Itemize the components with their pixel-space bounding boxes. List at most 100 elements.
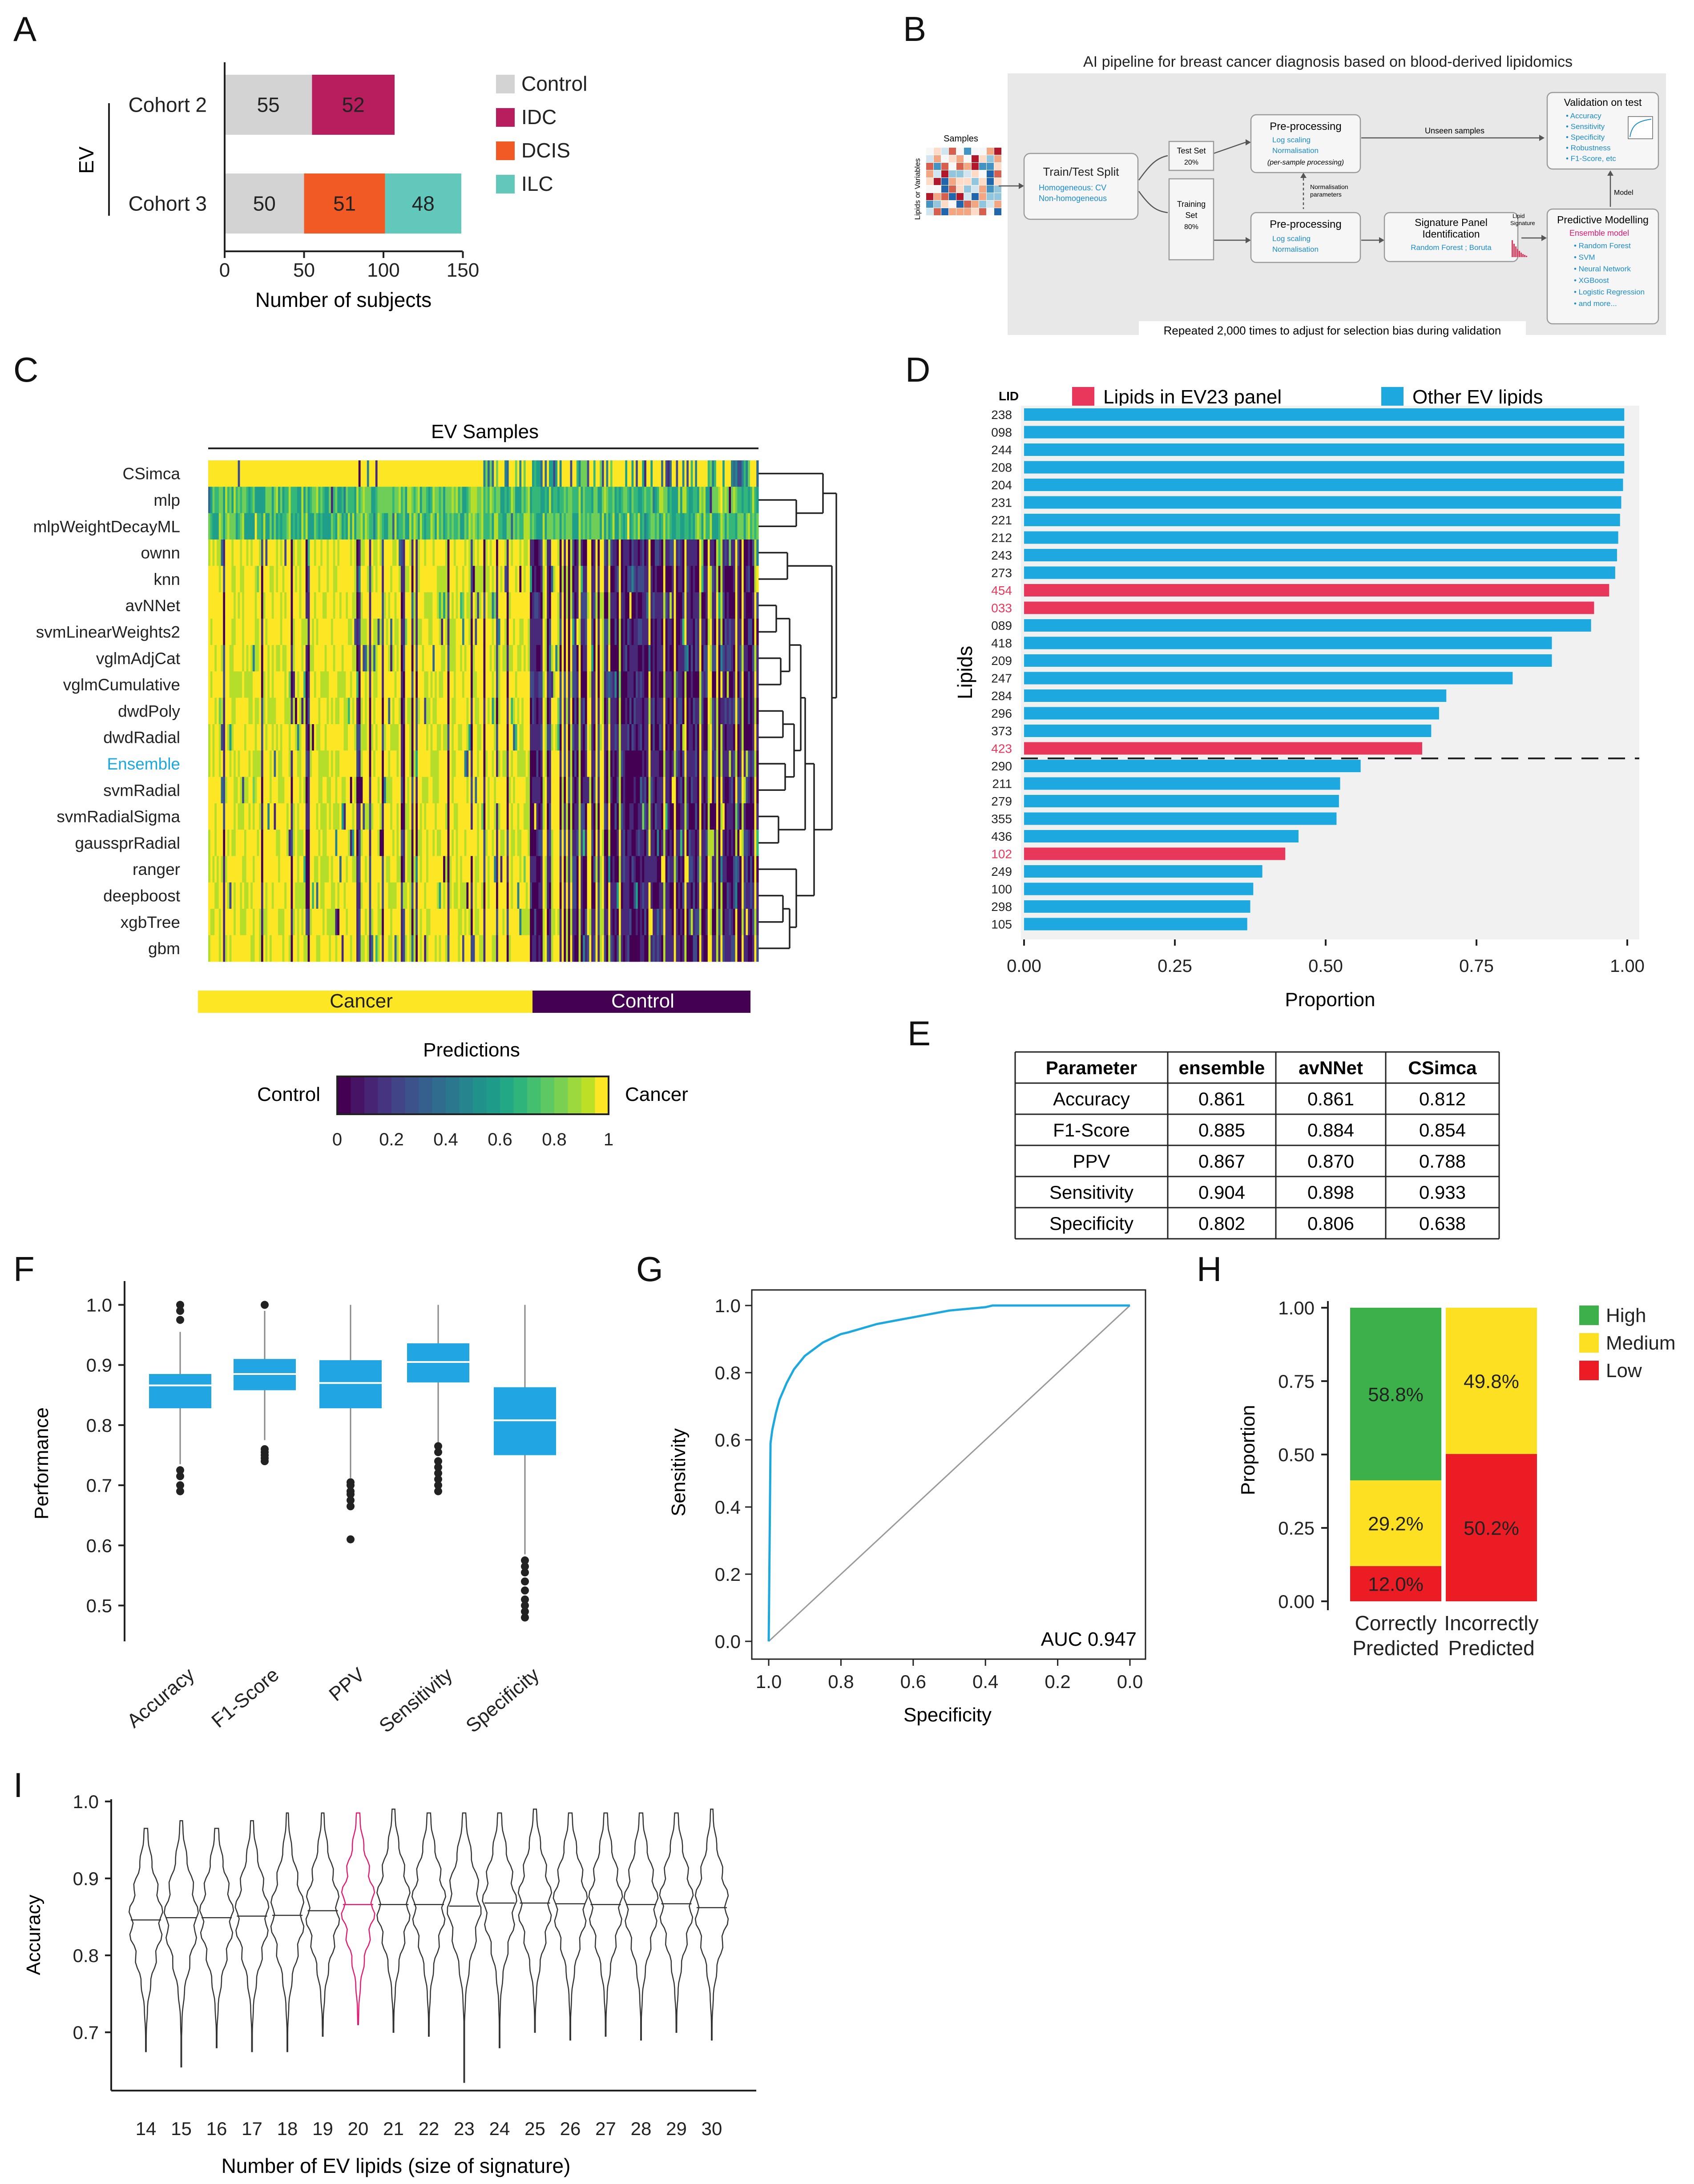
lipid-bar-204 — [1024, 479, 1623, 491]
lipid-bar-244 — [1024, 443, 1625, 456]
legend-label-idc: IDC — [521, 105, 557, 129]
panel-label-a: A — [13, 9, 36, 48]
outlier-point — [521, 1577, 529, 1586]
category-label: 18 — [277, 2118, 298, 2139]
violin-14 — [128, 1828, 164, 2052]
y-tick-label: 0.0 — [715, 1631, 741, 1652]
panel-d-xlabel: Proportion — [1285, 989, 1375, 1011]
y-tick-label: 0.75 — [1278, 1371, 1315, 1392]
x-tick-label: 0.50 — [1308, 956, 1343, 976]
table-cell: 0.867 — [1198, 1151, 1245, 1172]
outlier-point — [521, 1595, 529, 1604]
violin-20 — [341, 1812, 375, 2025]
box-specificity — [494, 1387, 556, 1455]
cohort-bar-value: 51 — [333, 192, 356, 215]
category-label: 19 — [312, 2118, 333, 2139]
panel-d-ylabel: Lipids — [953, 646, 976, 699]
violin-24 — [482, 1812, 517, 2048]
x-tick-label: 0.00 — [1007, 956, 1041, 976]
x-tick-label: 0.25 — [1158, 956, 1192, 976]
lipid-bar-033 — [1024, 601, 1594, 614]
category-label: 24 — [489, 2118, 510, 2139]
lipid-bar-273 — [1024, 566, 1615, 579]
model-label-dwdpoly: dwdPoly — [118, 702, 180, 720]
legend-swatch-other — [1381, 387, 1404, 406]
control-annotation-bar — [532, 991, 750, 1013]
table-cell: Specificity — [1049, 1213, 1133, 1234]
heatmap-axis-label: Lipids or Variables — [913, 158, 922, 220]
outlier-point — [176, 1307, 184, 1315]
panel-e-metrics-table: Parameter ensemble avNNet CSimca Accuracy 0.8… — [1014, 1051, 1500, 1240]
stacked-bar-medium — [1350, 1480, 1441, 1566]
violin-29 — [659, 1812, 694, 2033]
outlier-point — [347, 1487, 355, 1495]
panel-b-footer: Repeated 2,000 times to adjust for selec… — [1164, 324, 1501, 337]
lipid-bar-247 — [1024, 672, 1513, 685]
y-tick-label: 1.00 — [1278, 1298, 1315, 1318]
category-label: 15 — [171, 2118, 192, 2139]
x-tick-label: 0.0 — [1117, 1671, 1143, 1692]
model-label-csimca: CSimca — [122, 465, 180, 483]
cohort-bar-value: 50 — [253, 192, 276, 215]
violin-17 — [234, 1820, 270, 2052]
norm-params-2: parameters — [1310, 191, 1342, 198]
violin-21 — [376, 1809, 411, 2033]
signature-title-2: Identification — [1422, 228, 1480, 240]
model-item: • Logistic Regression — [1574, 288, 1645, 296]
panel-label-c: C — [13, 350, 38, 389]
split-item-2: Non-homogeneous — [1039, 194, 1107, 203]
cohort-bar-control — [225, 173, 304, 234]
lipid-id-label: 231 — [991, 496, 1012, 510]
box-accuracy — [149, 1374, 211, 1409]
y-tick-label: 0.25 — [1278, 1518, 1315, 1539]
chance-diagonal — [768, 1305, 1131, 1642]
lipid-id-label: 423 — [991, 742, 1012, 756]
lipid-id-label: 454 — [991, 584, 1012, 597]
violin-18 — [270, 1812, 305, 2052]
test-set-box — [1168, 141, 1214, 171]
colorbar-title: Predictions — [423, 1039, 520, 1061]
lipid-id-label: 209 — [991, 654, 1012, 668]
y-tick-label: 0.00 — [1278, 1591, 1315, 1612]
lipid-signature-mini-chart — [1512, 240, 1527, 257]
model-label-gbm: gbm — [148, 939, 180, 958]
lipid-bar-249 — [1024, 865, 1262, 878]
table-cell: 0.898 — [1307, 1182, 1354, 1203]
table-cell: Accuracy — [1053, 1088, 1130, 1109]
violin-30 — [694, 1809, 729, 2041]
table-cell: 0.870 — [1307, 1151, 1354, 1172]
y-tick-label: 1.0 — [86, 1295, 112, 1316]
control-bar-label: Control — [611, 990, 674, 1012]
cohort-bar-value: 48 — [412, 192, 435, 215]
table-header: ensemble — [1179, 1057, 1265, 1078]
lipid-id-label: 355 — [991, 812, 1012, 826]
lipid-bar-102 — [1024, 847, 1286, 860]
outlier-point — [434, 1457, 442, 1465]
category-label: Specificity — [462, 1664, 543, 1737]
category-label: 16 — [206, 2118, 227, 2139]
category-label: Incorrectly — [1444, 1612, 1538, 1635]
category-label: Predicted — [1448, 1636, 1534, 1660]
model-label-deepboost: deepboost — [103, 886, 181, 905]
legend-swatch-idc — [496, 108, 515, 127]
legend-swatch-control — [496, 75, 515, 93]
table-cell: Sensitivity — [1049, 1182, 1133, 1203]
lipid-id-label: 243 — [991, 548, 1012, 562]
legend-label-low: Low — [1606, 1360, 1642, 1382]
outlier-point — [434, 1475, 442, 1483]
lipid-bar-355 — [1024, 812, 1337, 825]
legend-label-other: Other EV lipids — [1412, 386, 1543, 408]
norm-params-1: Normalisation — [1310, 183, 1348, 190]
unseen-samples-label: Unseen samples — [1425, 126, 1484, 135]
stacked-bar-low — [1446, 1454, 1537, 1601]
outlier-point — [521, 1601, 529, 1610]
signature-item: Random Forest ; Boruta — [1411, 243, 1492, 252]
x-tick-label: 1.0 — [756, 1671, 782, 1692]
lipid-id-label: 100 — [991, 882, 1012, 896]
outlier-point — [176, 1481, 184, 1490]
outlier-point — [521, 1568, 529, 1577]
stacked-bar-low — [1350, 1566, 1441, 1601]
model-label-knn: knn — [153, 570, 180, 588]
model-label-svmlinearweights2: svmLinearWeights2 — [36, 623, 180, 641]
box-ppv — [319, 1360, 382, 1409]
